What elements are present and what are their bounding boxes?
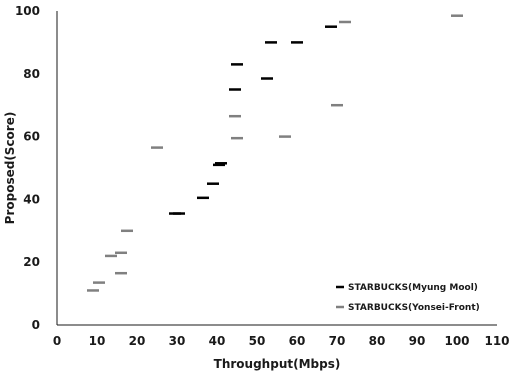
x-tick-labels: 0 10 20 30 40 50 60 70 80 90 100 110 bbox=[53, 334, 510, 348]
x-tick-label: 20 bbox=[129, 334, 146, 348]
y-tick-label: 100 bbox=[15, 4, 40, 18]
x-tick-label: 110 bbox=[484, 334, 509, 348]
legend: STARBUCKS(Myung Mool) STARBUCKS(Yonsei-F… bbox=[336, 283, 480, 313]
data-points bbox=[87, 14, 463, 292]
legend-label-myung-mool: STARBUCKS(Myung Mool) bbox=[348, 283, 478, 293]
x-tick-label: 60 bbox=[289, 334, 306, 348]
legend-label-yonsei-front: STARBUCKS(Yonsei-Front) bbox=[348, 303, 480, 313]
legend-item-myung-mool: STARBUCKS(Myung Mool) bbox=[336, 283, 478, 293]
x-axis-title: Throughput(Mbps) bbox=[214, 357, 341, 371]
x-tick-label: 40 bbox=[209, 334, 226, 348]
x-tick-label: 100 bbox=[444, 334, 469, 348]
x-tick-label: 80 bbox=[369, 334, 386, 348]
x-tick-label: 0 bbox=[53, 334, 61, 348]
y-tick-label: 20 bbox=[23, 255, 40, 269]
y-tick-label: 40 bbox=[23, 192, 40, 206]
y-axis-title: Proposed(Score) bbox=[3, 112, 17, 225]
y-tick-labels: 0 20 40 60 80 100 bbox=[15, 4, 40, 332]
x-tick-label: 10 bbox=[89, 334, 106, 348]
legend-item-yonsei-front: STARBUCKS(Yonsei-Front) bbox=[336, 303, 480, 313]
axes bbox=[56, 11, 497, 326]
x-tick-label: 90 bbox=[409, 334, 426, 348]
x-tick-label: 70 bbox=[329, 334, 346, 348]
x-tick-label: 30 bbox=[169, 334, 186, 348]
x-tick-label: 50 bbox=[249, 334, 266, 348]
y-tick-label: 0 bbox=[32, 318, 40, 332]
y-tick-label: 60 bbox=[23, 130, 40, 144]
y-tick-label: 80 bbox=[23, 67, 40, 81]
